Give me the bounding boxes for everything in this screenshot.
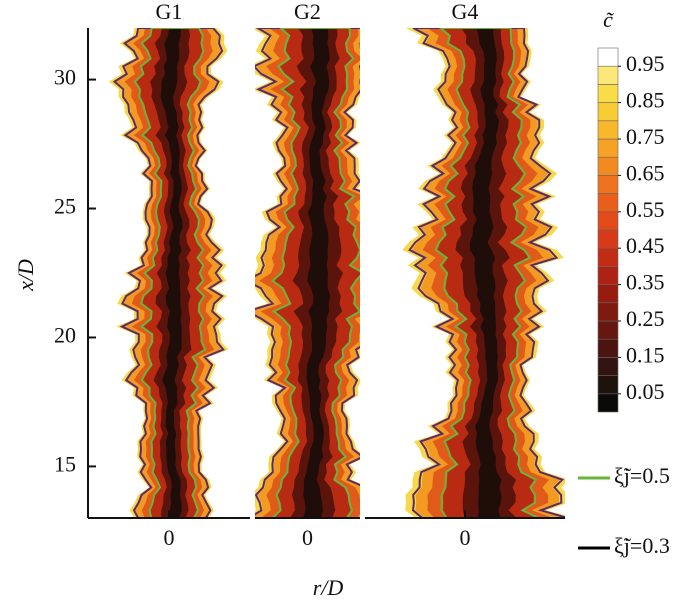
- plume-layer: [303, 28, 331, 518]
- legend-label: ξ̃j=0.3: [614, 533, 670, 558]
- x-axis-label: r/D: [313, 575, 344, 600]
- y-tick-label: 30: [54, 65, 76, 90]
- colorbar-box: [597, 266, 619, 285]
- x-tick-label: 0: [164, 525, 175, 550]
- x-tick-label: 0: [302, 525, 313, 550]
- colorbar-box: [597, 138, 619, 158]
- colorbar-box: [597, 357, 619, 376]
- colorbar-tick-label: 0.75: [626, 124, 665, 149]
- plume-layer: [469, 28, 502, 518]
- inner-contour: [434, 28, 539, 518]
- colorbar-box: [597, 229, 619, 249]
- colorbar-box: [597, 320, 619, 340]
- legend-label: ξ̃j=0.5: [614, 463, 670, 488]
- colorbar-tick-label: 0.55: [626, 197, 665, 222]
- colorbar-box: [597, 284, 619, 304]
- colorbar-box: [597, 338, 619, 358]
- colorbar-box: [597, 393, 619, 413]
- panel-title: G2: [294, 0, 321, 24]
- colorbar-box: [597, 193, 619, 213]
- colorbar-box: [597, 175, 619, 194]
- x-tick-label: 0: [460, 525, 471, 550]
- y-tick-label: 20: [54, 323, 76, 348]
- y-tick-label: 15: [54, 451, 76, 476]
- colorbar-box: [597, 102, 619, 122]
- colorbar-box: [597, 120, 619, 140]
- colorbar-tick-label: 0.35: [626, 270, 665, 295]
- colorbar-box: [597, 47, 619, 67]
- colorbar-box: [597, 247, 619, 267]
- plume: [255, 28, 360, 518]
- colorbar-box: [597, 84, 619, 103]
- colorbar-box: [597, 156, 619, 176]
- colorbar-box: [597, 65, 619, 85]
- inner-contour: [133, 28, 207, 518]
- contour-field: [108, 28, 565, 518]
- outer-contour: [112, 28, 225, 518]
- plume: [402, 28, 565, 518]
- colorbar-box: [597, 211, 619, 231]
- panel-title: G1: [156, 0, 183, 24]
- y-axis-label: x/D: [13, 259, 38, 292]
- colorbar-tick-label: 0.65: [626, 160, 665, 185]
- colorbar-title: c̃: [603, 7, 614, 32]
- colorbar-tick-label: 0.25: [626, 306, 665, 331]
- y-tick-label: 25: [54, 194, 76, 219]
- colorbar-tick-label: 0.05: [626, 379, 665, 404]
- colorbar-tick-label: 0.85: [626, 88, 665, 113]
- plume-layer: [160, 28, 183, 518]
- outer-contour: [255, 28, 360, 518]
- plume: [108, 28, 229, 518]
- colorbar-box: [597, 302, 619, 322]
- panel-title: G4: [452, 0, 479, 24]
- colorbar-box: [597, 375, 619, 395]
- colorbar-tick-label: 0.45: [626, 233, 665, 258]
- inner-contour: [271, 28, 360, 518]
- colorbar-tick-label: 0.15: [626, 342, 665, 367]
- outer-contour: [408, 28, 565, 518]
- colorbar-tick-label: 0.95: [626, 51, 665, 76]
